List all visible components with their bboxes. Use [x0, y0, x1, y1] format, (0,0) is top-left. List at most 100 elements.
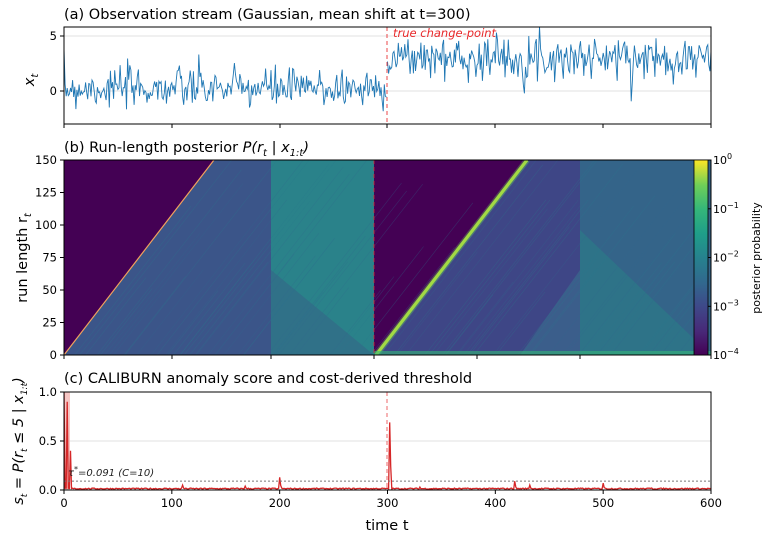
colorbar-label: posterior probability — [750, 202, 763, 314]
heatmap-streak — [466, 199, 589, 355]
heatmap-streak — [521, 258, 598, 355]
heatmap-streak — [433, 208, 548, 355]
panel-c-ytick-0: 0.0 — [39, 483, 57, 497]
heatmap-streak — [189, 201, 310, 355]
heatmap-streak — [104, 232, 201, 355]
heatmap-streak — [640, 264, 711, 355]
heatmap-streak — [662, 292, 711, 355]
colorbar-ticks: 100 10−1 10−2 10−3 10−4 — [708, 152, 739, 362]
panel-b-heatmap — [64, 160, 711, 355]
heatmap-streak — [396, 251, 478, 355]
heatmap-streak — [610, 226, 711, 355]
heatmap-streak — [136, 269, 204, 355]
heatmap-streak — [383, 160, 537, 355]
heatmap-streak — [338, 246, 424, 355]
heatmap-streak — [442, 160, 596, 355]
heatmap-streak — [405, 160, 559, 355]
heatmap-streak — [428, 199, 551, 355]
panel-c-ytick-0.5: 0.5 — [39, 434, 57, 448]
panel-c-xtick-label: 0 — [60, 496, 67, 510]
heatmap-streak — [96, 169, 242, 355]
panel-c-xtick-label: 600 — [700, 496, 722, 510]
heatmap-streak — [394, 164, 544, 355]
panel-b-ylabel: run length rt — [15, 212, 34, 303]
colorbar-tick-label: 10−4 — [713, 347, 739, 362]
heatmap-streak — [646, 272, 711, 355]
observation-line-segment-1 — [64, 48, 387, 112]
heatmap-streak — [530, 195, 656, 355]
panel-c-xtick-label: 200 — [269, 496, 291, 510]
heatmap-region-4b — [580, 160, 711, 355]
panel-b-ytick-100: 100 — [35, 218, 57, 232]
panel-b: (b) Run-length posterior P(rt | x1:t) — [15, 140, 763, 362]
heatmap-streak — [113, 293, 162, 355]
heatmap-streak — [243, 237, 335, 355]
panel-a-changepoint-label: true change-point — [393, 26, 497, 40]
heatmap-streak — [85, 277, 147, 355]
heatmap-streak — [595, 227, 696, 355]
heatmap-streak — [444, 160, 598, 355]
heatmap-streak — [648, 275, 711, 355]
heatmap-streak — [273, 292, 324, 355]
heatmap-streak — [207, 173, 350, 355]
heatmap-streak — [596, 208, 711, 355]
heatmap-streak — [548, 188, 679, 355]
heatmap-streak — [237, 255, 316, 355]
heatmap-streak — [370, 247, 455, 355]
heatmap-streak — [74, 205, 192, 355]
panel-a-yticks: 0 5 — [50, 29, 64, 98]
panel-c-ytick-1: 1.0 — [39, 385, 57, 399]
heatmap-streak — [492, 167, 640, 355]
heatmap-region-1 — [64, 160, 271, 355]
heatmap-streak — [377, 160, 531, 355]
heatmap-streak — [473, 163, 624, 355]
heatmap-streak — [295, 287, 350, 355]
panel-b-xticks — [63, 355, 712, 359]
heatmap-streak — [274, 261, 348, 355]
heatmap-streak — [179, 259, 255, 355]
panel-b-yticks: 0 25 50 75 100 125 150 — [35, 153, 64, 362]
heatmap-streak — [332, 276, 395, 355]
heatmap-streak — [243, 239, 334, 355]
panel-c-xlabel: time t — [365, 518, 408, 534]
heatmap-streak — [278, 190, 407, 355]
panel-b-ytick-0: 0 — [50, 348, 57, 362]
heatmap-streak — [455, 281, 514, 355]
heatmap-streak — [167, 290, 219, 355]
anomaly-score-line — [64, 392, 711, 490]
heatmap-streak — [196, 166, 344, 355]
heatmap-streak — [445, 294, 494, 355]
panel-c-xticks: 0 100 200 300 400 500 600 — [60, 490, 722, 510]
run-length-ridge-1 — [64, 160, 215, 355]
run-length-ridge-2-glow — [373, 160, 530, 355]
panel-c-yticks: 0.0 0.5 1.0 — [39, 385, 64, 497]
panel-c-plot — [64, 392, 711, 490]
colorbar-tick-label: 10−1 — [713, 201, 739, 216]
run-length-ridge-2 — [374, 160, 529, 355]
heatmap-streak — [215, 253, 295, 355]
heatmap-streak — [463, 205, 581, 355]
heatmap-streak — [124, 160, 278, 355]
heatmap-region-2b — [271, 160, 374, 355]
heatmap-streak — [424, 199, 547, 355]
heatmap-streak — [601, 261, 676, 355]
heatmap-streak — [289, 184, 423, 355]
panel-a-ytick-5: 5 — [50, 29, 57, 43]
panel-a-title: (a) Observation stream (Gaussian, mean s… — [64, 7, 471, 23]
heatmap-streak — [79, 160, 233, 355]
heatmap-streak — [457, 200, 579, 355]
panel-c-xtick-label: 100 — [161, 496, 183, 510]
heatmap-streak — [267, 182, 402, 355]
panel-c-title: (c) CALIBURN anomaly score and cost-deri… — [64, 371, 472, 387]
heatmap-streak — [100, 288, 153, 355]
heatmap-streak — [638, 261, 711, 355]
panel-b-title: (b) Run-length posterior P(rt | x1:t) — [64, 140, 309, 159]
heatmap-streak — [173, 262, 246, 355]
colorbar-tick-label: 10−3 — [713, 298, 739, 313]
heatmap-streak — [123, 276, 186, 355]
heatmap-streak — [214, 160, 368, 355]
panel-c: (c) CALIBURN anomaly score and cost-deri… — [11, 371, 722, 534]
heatmap-streak — [517, 205, 634, 355]
heatmap-region-3 — [374, 160, 580, 355]
